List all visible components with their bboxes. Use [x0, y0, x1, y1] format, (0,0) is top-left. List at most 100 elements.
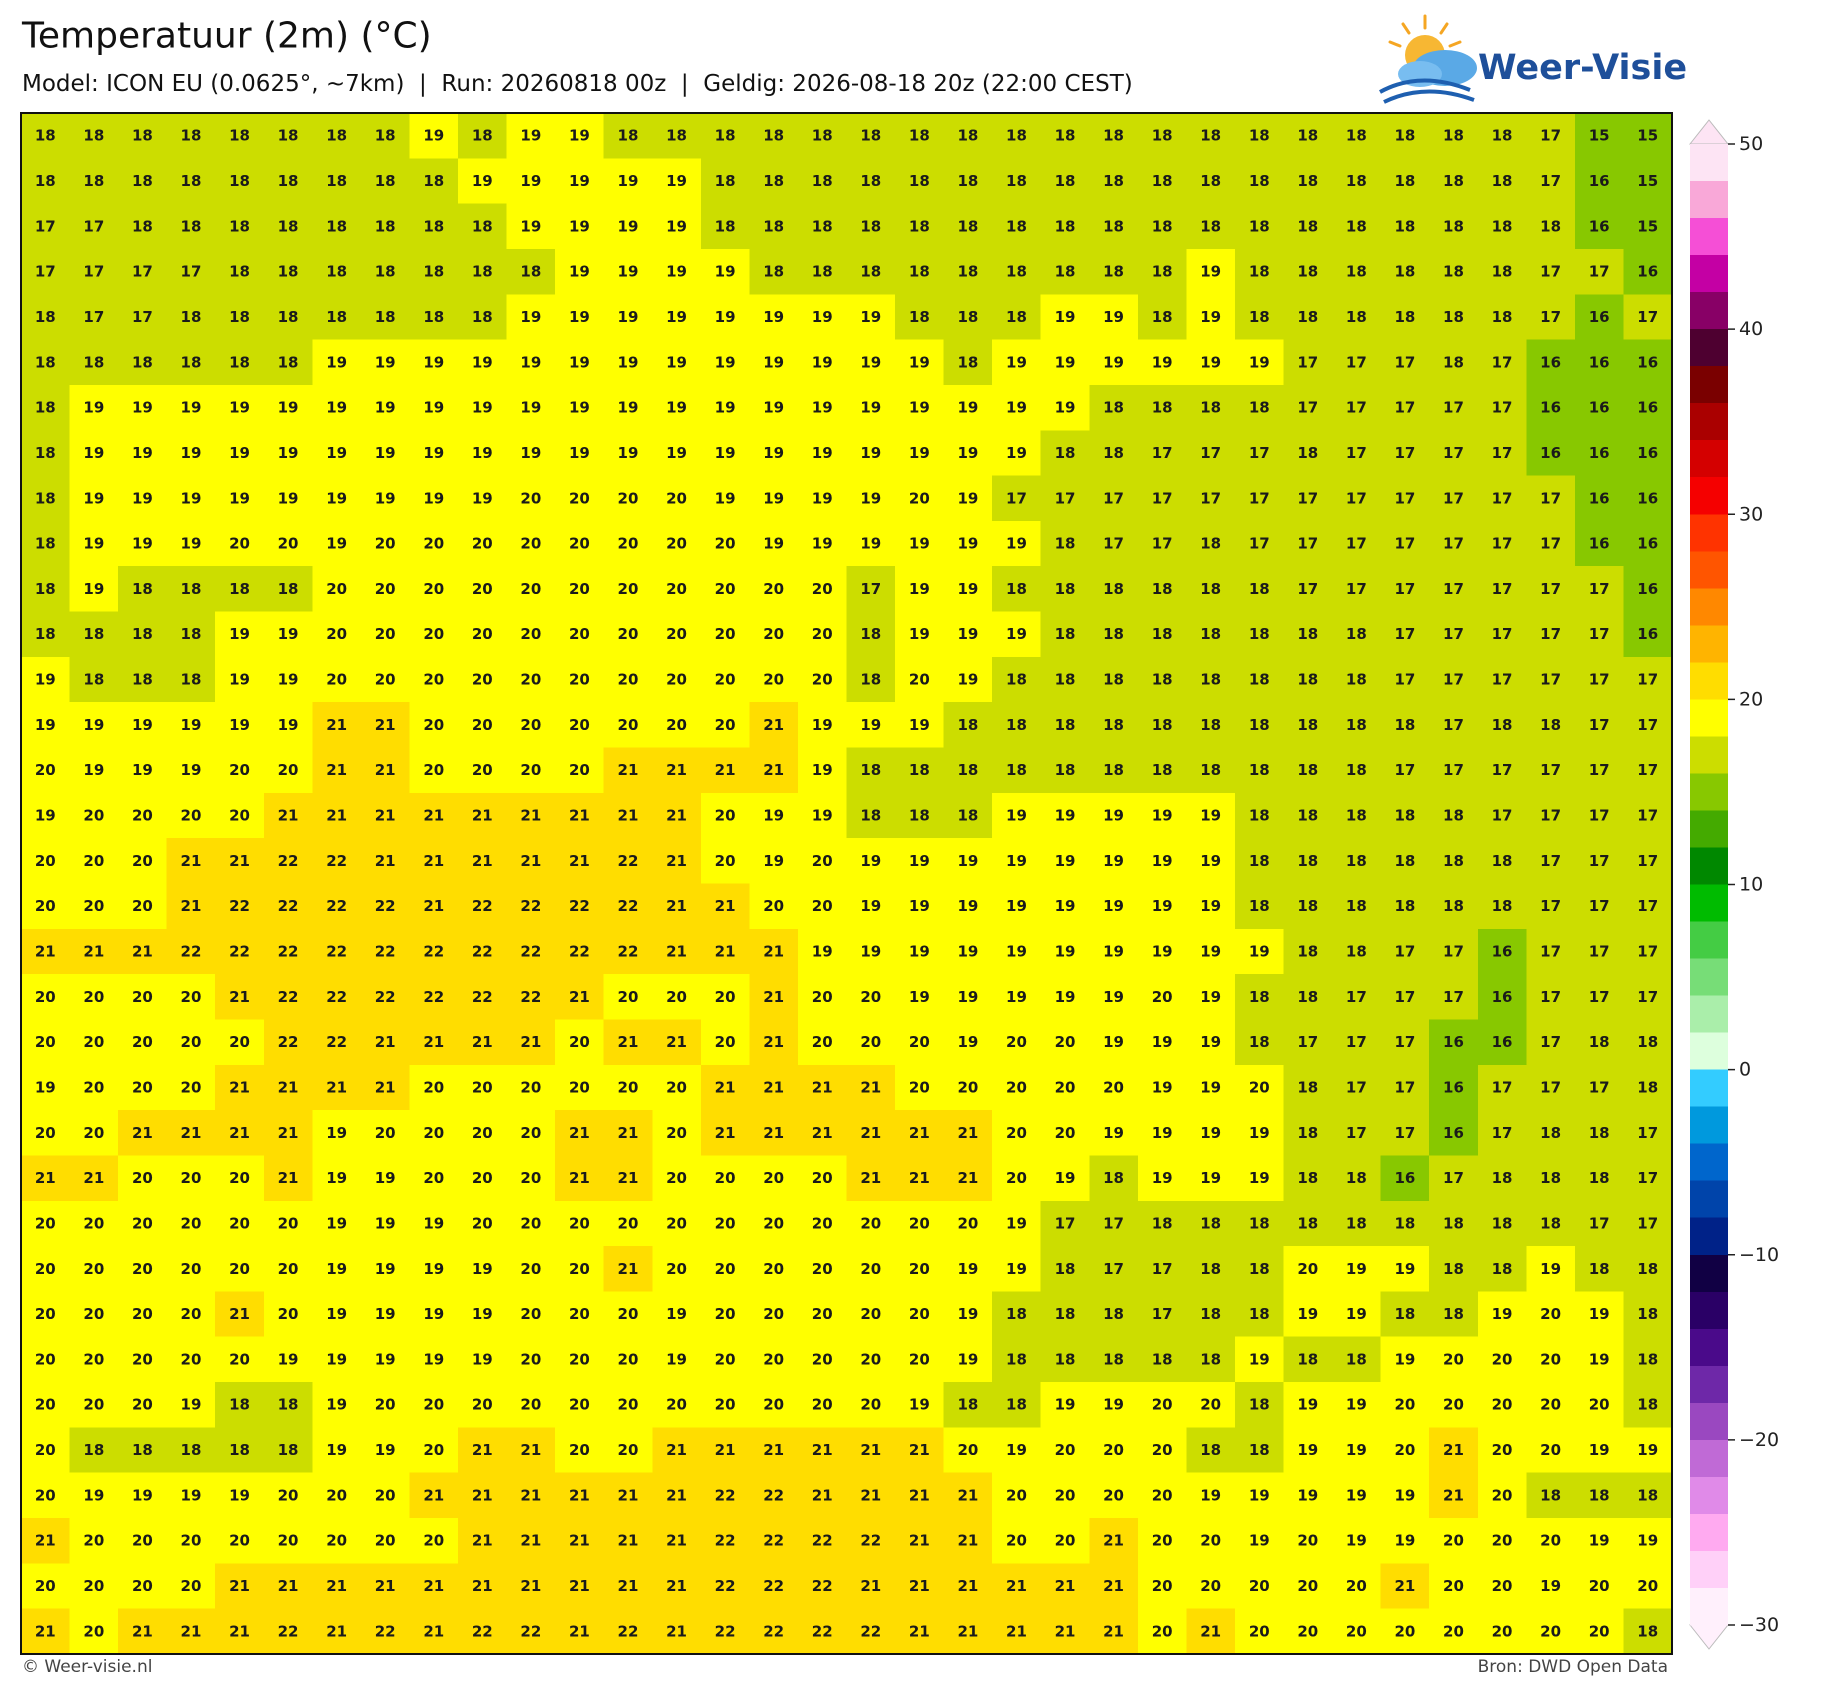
temp-cell	[312, 1336, 362, 1383]
temp-cell	[1574, 1064, 1625, 1111]
temp-label: 19	[1346, 1486, 1367, 1504]
temp-label: 20	[909, 489, 930, 507]
temp-label: 18	[618, 127, 639, 145]
temp-cell	[1574, 566, 1625, 613]
temp-cell	[1477, 430, 1527, 477]
temp-cell	[1283, 1336, 1333, 1383]
temp-label: 19	[860, 399, 881, 417]
temp-label: 21	[860, 1078, 881, 1096]
temp-label: 20	[812, 671, 833, 689]
temp-label: 22	[326, 897, 347, 915]
temp-label: 20	[715, 1396, 736, 1414]
temp-label: 21	[666, 807, 687, 825]
temp-label: 19	[666, 353, 687, 371]
temp-label: 20	[715, 807, 736, 825]
temp-cell	[1623, 747, 1673, 794]
temp-label: 18	[1346, 671, 1367, 689]
temp-cell	[458, 1427, 508, 1474]
temp-cell	[555, 747, 605, 794]
temp-label: 19	[1006, 1214, 1027, 1232]
temp-cell	[69, 1427, 119, 1474]
temp-label: 20	[957, 1441, 978, 1459]
temp-label: 20	[812, 897, 833, 915]
temp-cell	[1234, 1064, 1285, 1111]
temp-cell	[749, 430, 799, 477]
temp-label: 19	[1346, 1305, 1367, 1323]
temp-label: 18	[1103, 1169, 1124, 1187]
temp-cell	[555, 248, 605, 295]
temp-label: 19	[520, 127, 541, 145]
temp-cell	[652, 1155, 702, 1202]
temp-label: 20	[715, 580, 736, 598]
temp-label: 20	[1589, 1577, 1610, 1595]
temp-cell	[1380, 294, 1430, 341]
temp-cell	[312, 611, 362, 658]
temp-label: 20	[375, 535, 396, 553]
temp-cell	[652, 520, 702, 567]
temp-cell	[1429, 1291, 1479, 1338]
temp-cell	[166, 1382, 216, 1428]
temp-cell	[1186, 248, 1236, 295]
temp-label: 20	[472, 1078, 493, 1096]
temp-label: 20	[423, 1078, 444, 1096]
temp-cell	[846, 792, 896, 839]
temp-cell	[1040, 1246, 1090, 1293]
temp-label: 19	[1152, 807, 1173, 825]
temp-label: 20	[35, 852, 56, 870]
temp-label: 17	[1589, 1078, 1610, 1096]
temp-cell	[458, 1382, 508, 1428]
temp-label: 18	[1297, 444, 1318, 462]
temp-label: 18	[375, 172, 396, 190]
temp-cell	[895, 1110, 945, 1157]
temp-label: 19	[326, 1214, 347, 1232]
temp-cell	[1526, 566, 1576, 613]
temp-label: 18	[1297, 1350, 1318, 1368]
temp-cell	[1040, 928, 1090, 975]
temp-label: 21	[1006, 1622, 1027, 1640]
temp-label: 21	[278, 1169, 299, 1187]
temp-cell	[749, 203, 799, 250]
temp-cell	[69, 1382, 119, 1428]
temp-label: 20	[1249, 1622, 1270, 1640]
temp-label: 17	[1394, 988, 1415, 1006]
temp-label: 18	[1297, 671, 1318, 689]
temp-label: 20	[423, 580, 444, 598]
temp-cell	[312, 339, 362, 386]
temp-label: 18	[1297, 852, 1318, 870]
temp-cell	[652, 158, 702, 205]
temp-cell	[263, 1155, 313, 1202]
temp-label: 18	[1055, 263, 1076, 281]
temp-label: 19	[666, 444, 687, 462]
temp-label: 18	[1346, 761, 1367, 779]
temp-cell	[409, 294, 459, 341]
temp-cell	[360, 1155, 411, 1202]
temp-cell	[652, 1019, 702, 1066]
temp-label: 20	[618, 535, 639, 553]
temp-label: 19	[1200, 1124, 1221, 1142]
temp-label: 18	[1152, 580, 1173, 598]
temp-label: 20	[83, 1214, 104, 1232]
temp-cell	[215, 566, 265, 613]
temp-label: 20	[83, 1396, 104, 1414]
temp-label: 19	[957, 1305, 978, 1323]
temp-label: 20	[181, 1033, 202, 1051]
temp-cell	[409, 883, 459, 930]
temp-label: 17	[1492, 1078, 1513, 1096]
temp-label: 18	[83, 353, 104, 371]
temp-label: 16	[1637, 625, 1658, 643]
temp-cell	[1089, 339, 1139, 386]
temp-cell	[943, 520, 993, 567]
temp-cell	[166, 113, 216, 159]
temp-cell	[895, 475, 945, 522]
temp-cell	[603, 656, 653, 703]
temp-label: 19	[132, 444, 153, 462]
temp-cell	[1332, 566, 1382, 613]
temp-label: 20	[569, 489, 590, 507]
temp-cell	[360, 656, 411, 703]
temp-cell	[555, 656, 605, 703]
temp-cell	[1429, 566, 1479, 613]
temp-cell	[1526, 1200, 1576, 1247]
temp-cell	[943, 611, 993, 658]
temp-cell	[797, 339, 848, 386]
temp-cell	[1040, 1382, 1090, 1428]
